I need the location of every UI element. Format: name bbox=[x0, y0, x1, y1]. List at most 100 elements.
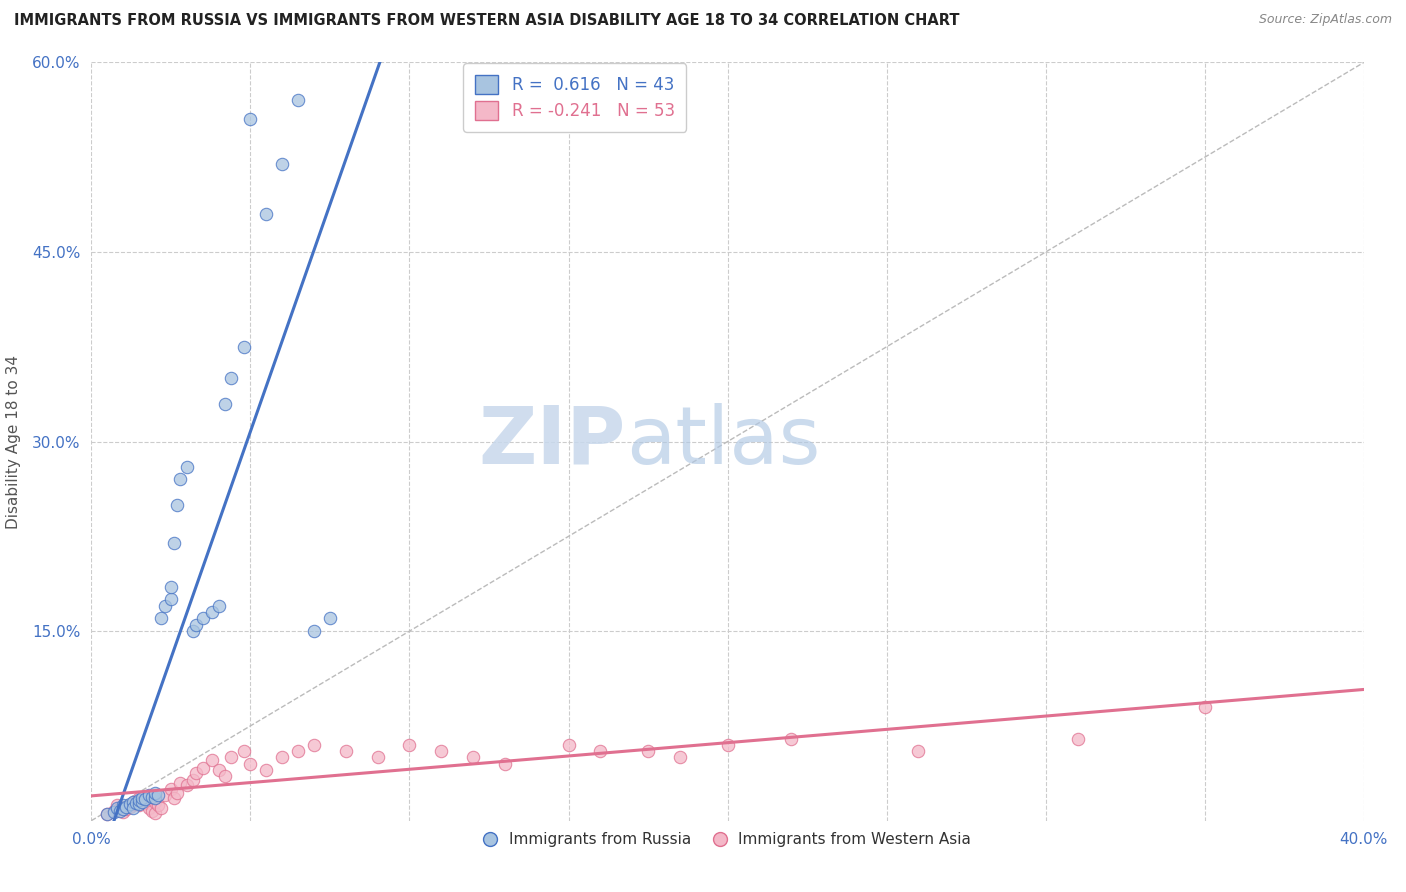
Point bbox=[105, 798, 128, 813]
Point bbox=[96, 807, 118, 822]
Point bbox=[118, 799, 141, 814]
Point bbox=[191, 611, 214, 625]
Point bbox=[221, 371, 243, 385]
Point bbox=[494, 756, 516, 771]
Legend: Immigrants from Russia, Immigrants from Western Asia: Immigrants from Russia, Immigrants from … bbox=[477, 824, 979, 855]
Point bbox=[121, 795, 143, 809]
Point bbox=[150, 611, 173, 625]
Point bbox=[143, 795, 166, 809]
Point bbox=[1194, 699, 1216, 714]
Point bbox=[191, 760, 214, 774]
Point bbox=[134, 796, 156, 810]
Text: Source: ZipAtlas.com: Source: ZipAtlas.com bbox=[1258, 13, 1392, 27]
Point bbox=[221, 750, 243, 764]
Point bbox=[160, 580, 183, 594]
Point bbox=[143, 791, 166, 805]
Point bbox=[128, 798, 150, 813]
Point bbox=[112, 802, 135, 816]
Point bbox=[115, 802, 138, 816]
Point bbox=[128, 791, 150, 805]
Point bbox=[166, 498, 188, 512]
Point bbox=[214, 769, 236, 783]
Point bbox=[208, 599, 231, 613]
Point bbox=[160, 782, 183, 797]
Point bbox=[150, 801, 173, 815]
Point bbox=[163, 791, 186, 805]
Point bbox=[669, 750, 692, 764]
Point bbox=[143, 786, 166, 800]
Point bbox=[131, 795, 153, 809]
Point bbox=[153, 599, 176, 613]
Point bbox=[166, 786, 188, 800]
Point bbox=[271, 156, 294, 170]
Point bbox=[141, 804, 163, 818]
Point bbox=[717, 738, 740, 752]
Text: IMMIGRANTS FROM RUSSIA VS IMMIGRANTS FROM WESTERN ASIA DISABILITY AGE 18 TO 34 C: IMMIGRANTS FROM RUSSIA VS IMMIGRANTS FRO… bbox=[14, 13, 959, 29]
Point bbox=[239, 112, 262, 127]
Point bbox=[302, 624, 325, 639]
Point bbox=[125, 796, 148, 810]
Point bbox=[780, 731, 803, 746]
Point bbox=[103, 805, 125, 819]
Point bbox=[186, 765, 208, 780]
Point bbox=[201, 753, 224, 767]
Point bbox=[1066, 731, 1088, 746]
Point bbox=[112, 805, 135, 819]
Point bbox=[138, 801, 160, 815]
Point bbox=[589, 744, 612, 758]
Point bbox=[186, 617, 208, 632]
Point bbox=[214, 396, 236, 410]
Point bbox=[271, 750, 294, 764]
Point bbox=[398, 738, 420, 752]
Point bbox=[233, 340, 256, 354]
Point bbox=[319, 611, 342, 625]
Point bbox=[118, 797, 141, 812]
Point bbox=[108, 801, 131, 815]
Point bbox=[143, 806, 166, 821]
Point bbox=[96, 807, 118, 822]
Point bbox=[115, 799, 138, 814]
Point bbox=[148, 789, 170, 803]
Point bbox=[176, 778, 198, 792]
Point bbox=[141, 789, 163, 804]
Point bbox=[105, 801, 128, 815]
Point bbox=[176, 459, 198, 474]
Point bbox=[134, 792, 156, 806]
Point bbox=[461, 750, 484, 764]
Point bbox=[169, 473, 191, 487]
Point bbox=[121, 797, 143, 812]
Point bbox=[208, 763, 231, 777]
Point bbox=[128, 793, 150, 807]
Point bbox=[125, 795, 148, 809]
Point bbox=[557, 738, 579, 752]
Point bbox=[163, 535, 186, 549]
Point bbox=[153, 789, 176, 803]
Text: atlas: atlas bbox=[626, 402, 820, 481]
Point bbox=[254, 763, 277, 777]
Point bbox=[148, 798, 170, 813]
Point bbox=[233, 744, 256, 758]
Point bbox=[907, 744, 929, 758]
Point bbox=[108, 804, 131, 818]
Point bbox=[287, 744, 309, 758]
Point bbox=[367, 750, 389, 764]
Point bbox=[181, 773, 204, 788]
Y-axis label: Disability Age 18 to 34: Disability Age 18 to 34 bbox=[6, 354, 21, 529]
Point bbox=[335, 744, 357, 758]
Point bbox=[131, 793, 153, 807]
Point bbox=[181, 624, 204, 639]
Point bbox=[112, 798, 135, 813]
Point bbox=[103, 804, 125, 818]
Point bbox=[131, 791, 153, 805]
Point bbox=[430, 744, 453, 758]
Point bbox=[160, 592, 183, 607]
Point bbox=[287, 94, 309, 108]
Point bbox=[637, 744, 659, 758]
Point bbox=[254, 207, 277, 221]
Point bbox=[201, 605, 224, 619]
Point bbox=[302, 738, 325, 752]
Point bbox=[169, 776, 191, 790]
Point bbox=[138, 789, 160, 803]
Text: ZIP: ZIP bbox=[478, 402, 626, 481]
Point bbox=[128, 797, 150, 812]
